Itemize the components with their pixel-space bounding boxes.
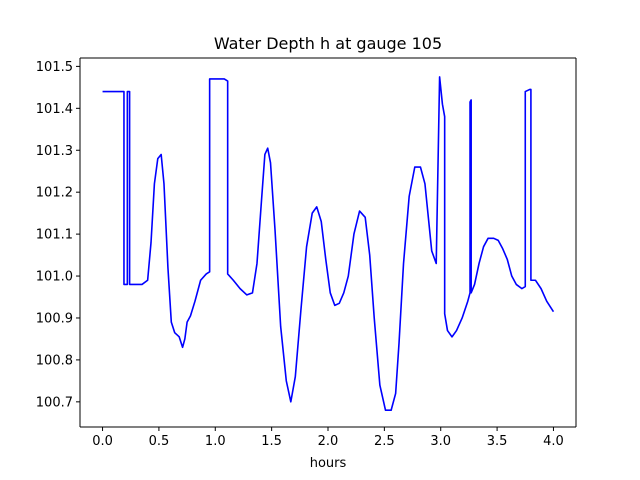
x-tick-label: 0.0 bbox=[92, 434, 113, 449]
x-tick-label: 2.5 bbox=[374, 434, 395, 449]
y-tick-label: 100.7 bbox=[36, 395, 73, 410]
y-tick-label: 100.9 bbox=[36, 311, 73, 326]
y-tick-label: 101.2 bbox=[36, 186, 73, 201]
y-tick-label: 101.5 bbox=[36, 60, 73, 75]
y-tick-label: 101.1 bbox=[36, 228, 73, 243]
x-tick-label: 0.5 bbox=[149, 434, 170, 449]
x-tick-label: 1.5 bbox=[261, 434, 282, 449]
series-line-0 bbox=[102, 76, 555, 412]
x-tick-label: 3.5 bbox=[487, 434, 508, 449]
chart-title: Water Depth h at gauge 105 bbox=[214, 34, 442, 53]
y-axis: 100.7 100.8 100.9 101.0 101.1 101.2 101.3 101.4… bbox=[36, 60, 80, 410]
x-tick-label: 2.0 bbox=[318, 434, 339, 449]
x-tick-label: 3.0 bbox=[430, 434, 451, 449]
x-axis: 0.0 0.5 1.0 1.5 2.0 2.5 3.0 3.5 4.0 bbox=[92, 427, 564, 449]
y-tick-label: 101.0 bbox=[36, 270, 73, 285]
series-layer bbox=[102, 76, 555, 412]
y-tick-label: 101.3 bbox=[36, 144, 73, 159]
x-tick-label: 4.0 bbox=[543, 434, 564, 449]
plot-area bbox=[80, 58, 576, 427]
y-tick-label: 101.4 bbox=[36, 102, 73, 117]
x-axis-label: hours bbox=[310, 456, 347, 471]
x-tick-label: 1.0 bbox=[205, 434, 226, 449]
y-tick-label: 100.8 bbox=[36, 353, 73, 368]
